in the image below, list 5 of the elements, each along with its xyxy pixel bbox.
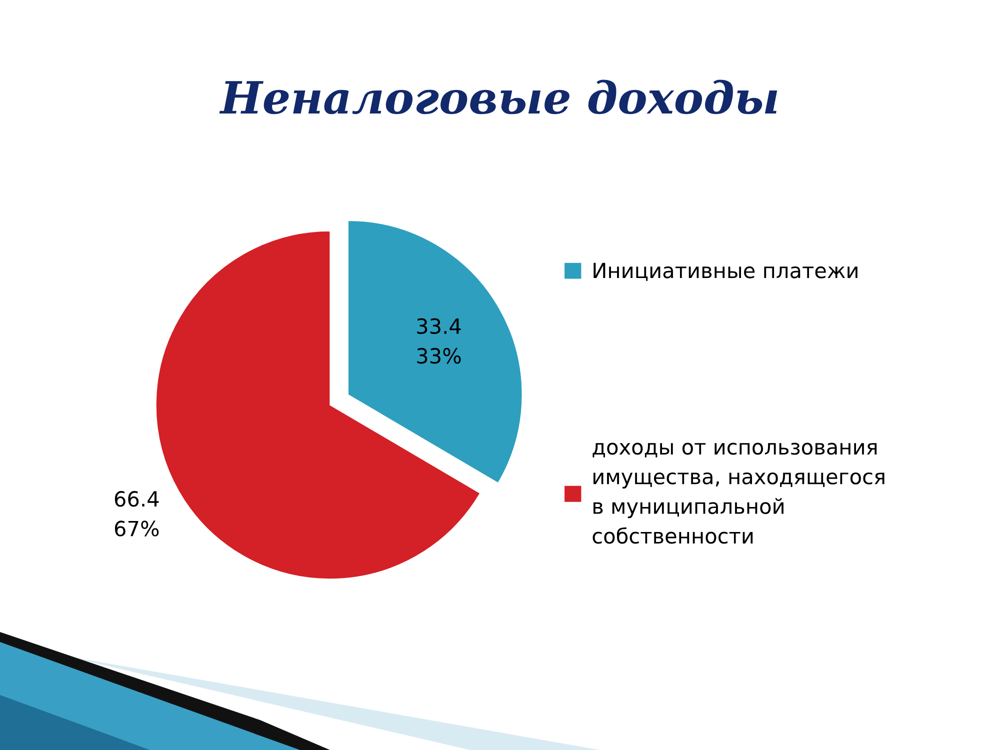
legend-label: доходы от использования имущества, находящегося в муниципальной собственности <box>592 442 884 544</box>
legend-label: Инициативные платежи <box>594 262 858 281</box>
data-label: 66.4 67% <box>114 491 159 536</box>
chart-title: Неналоговые доходы <box>219 80 778 114</box>
data-label: 33.4 33% <box>417 318 461 364</box>
